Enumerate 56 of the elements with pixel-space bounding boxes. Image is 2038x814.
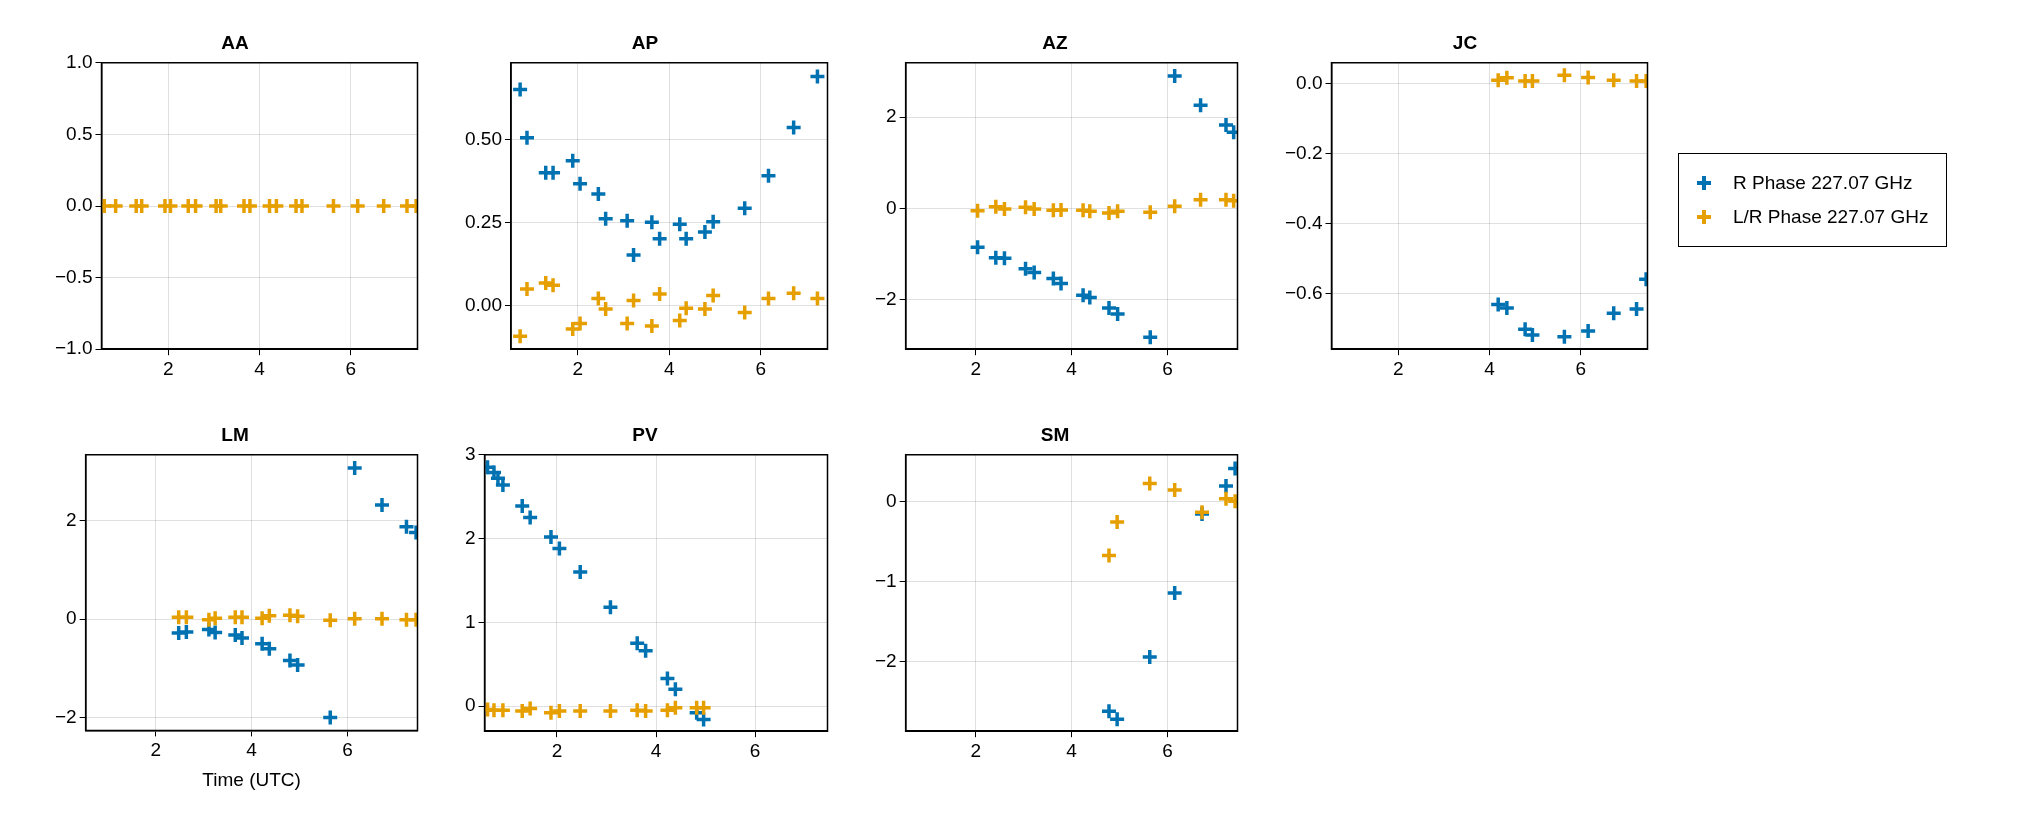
chart-title: SM (1040, 423, 1070, 445)
x-tick-label: 2 (572, 357, 584, 379)
x-tick-label: 6 (345, 357, 357, 379)
chart-title: LM (221, 423, 249, 445)
chart-title: AP (631, 31, 659, 53)
y-tick-label: 0 (66, 607, 77, 629)
y-tick-label: −0.6 (1284, 281, 1323, 303)
x-tick-label: 2 (551, 739, 563, 761)
chart-title: AZ (1042, 31, 1069, 53)
y-tick-label: 1 (464, 610, 476, 632)
x-tick-label: 2 (150, 739, 161, 761)
y-tick-label: 2 (66, 508, 77, 530)
x-tick-label: 4 (650, 739, 662, 761)
y-tick-label: 1.0 (66, 51, 93, 73)
y-tick-label: 0.25 (465, 210, 502, 232)
y-tick-label: 0 (886, 490, 897, 512)
x-tick-label: 4 (246, 739, 258, 761)
y-tick-label: 0.0 (1296, 71, 1323, 93)
chart-title: JC (1452, 31, 1478, 53)
y-tick-label: −0.4 (1284, 211, 1323, 233)
x-tick-label: 6 (1162, 357, 1173, 379)
legend-label: R Phase 227.07 GHz (1733, 171, 1913, 195)
y-tick-label: 0 (886, 196, 897, 218)
x-tick-label: 6 (755, 357, 767, 379)
x-tick-label: 6 (1575, 357, 1587, 379)
x-tick-label: 6 (749, 739, 761, 761)
x-axis-title: Time (UTC) (202, 768, 301, 790)
y-tick-label: 0 (464, 694, 476, 716)
y-tick-label: 0.0 (66, 194, 93, 216)
y-tick-label: 0.50 (465, 127, 502, 149)
x-tick-label: 4 (1484, 357, 1496, 379)
chart-title: PV (632, 423, 658, 445)
x-tick-label: 4 (663, 357, 675, 379)
chart-title: AA (221, 31, 249, 53)
y-tick-label: −1 (874, 570, 897, 592)
x-tick-label: 2 (1392, 357, 1404, 379)
legend-label: L/R Phase 227.07 GHz (1733, 205, 1929, 229)
x-tick-label: 4 (254, 357, 266, 379)
x-tick-label: 4 (1066, 739, 1078, 761)
y-tick-label: −1.0 (54, 337, 93, 359)
x-tick-label: 6 (342, 739, 353, 761)
x-tick-label: 2 (162, 357, 174, 379)
x-tick-label: 2 (970, 357, 981, 379)
y-tick-label: 0.5 (66, 122, 93, 144)
y-tick-label: −2 (874, 649, 897, 671)
y-tick-label: −0.2 (1284, 141, 1323, 163)
x-tick-label: 6 (1162, 739, 1173, 761)
x-tick-label: 4 (1066, 357, 1078, 379)
y-tick-label: −2 (874, 288, 897, 310)
y-tick-label: −0.5 (54, 265, 93, 287)
y-tick-label: 0.00 (465, 294, 502, 316)
y-tick-label: 2 (886, 105, 897, 127)
y-tick-label: 3 (464, 443, 476, 465)
y-tick-label: −2 (54, 705, 77, 727)
x-tick-label: 2 (970, 739, 981, 761)
y-tick-label: 2 (464, 526, 476, 548)
